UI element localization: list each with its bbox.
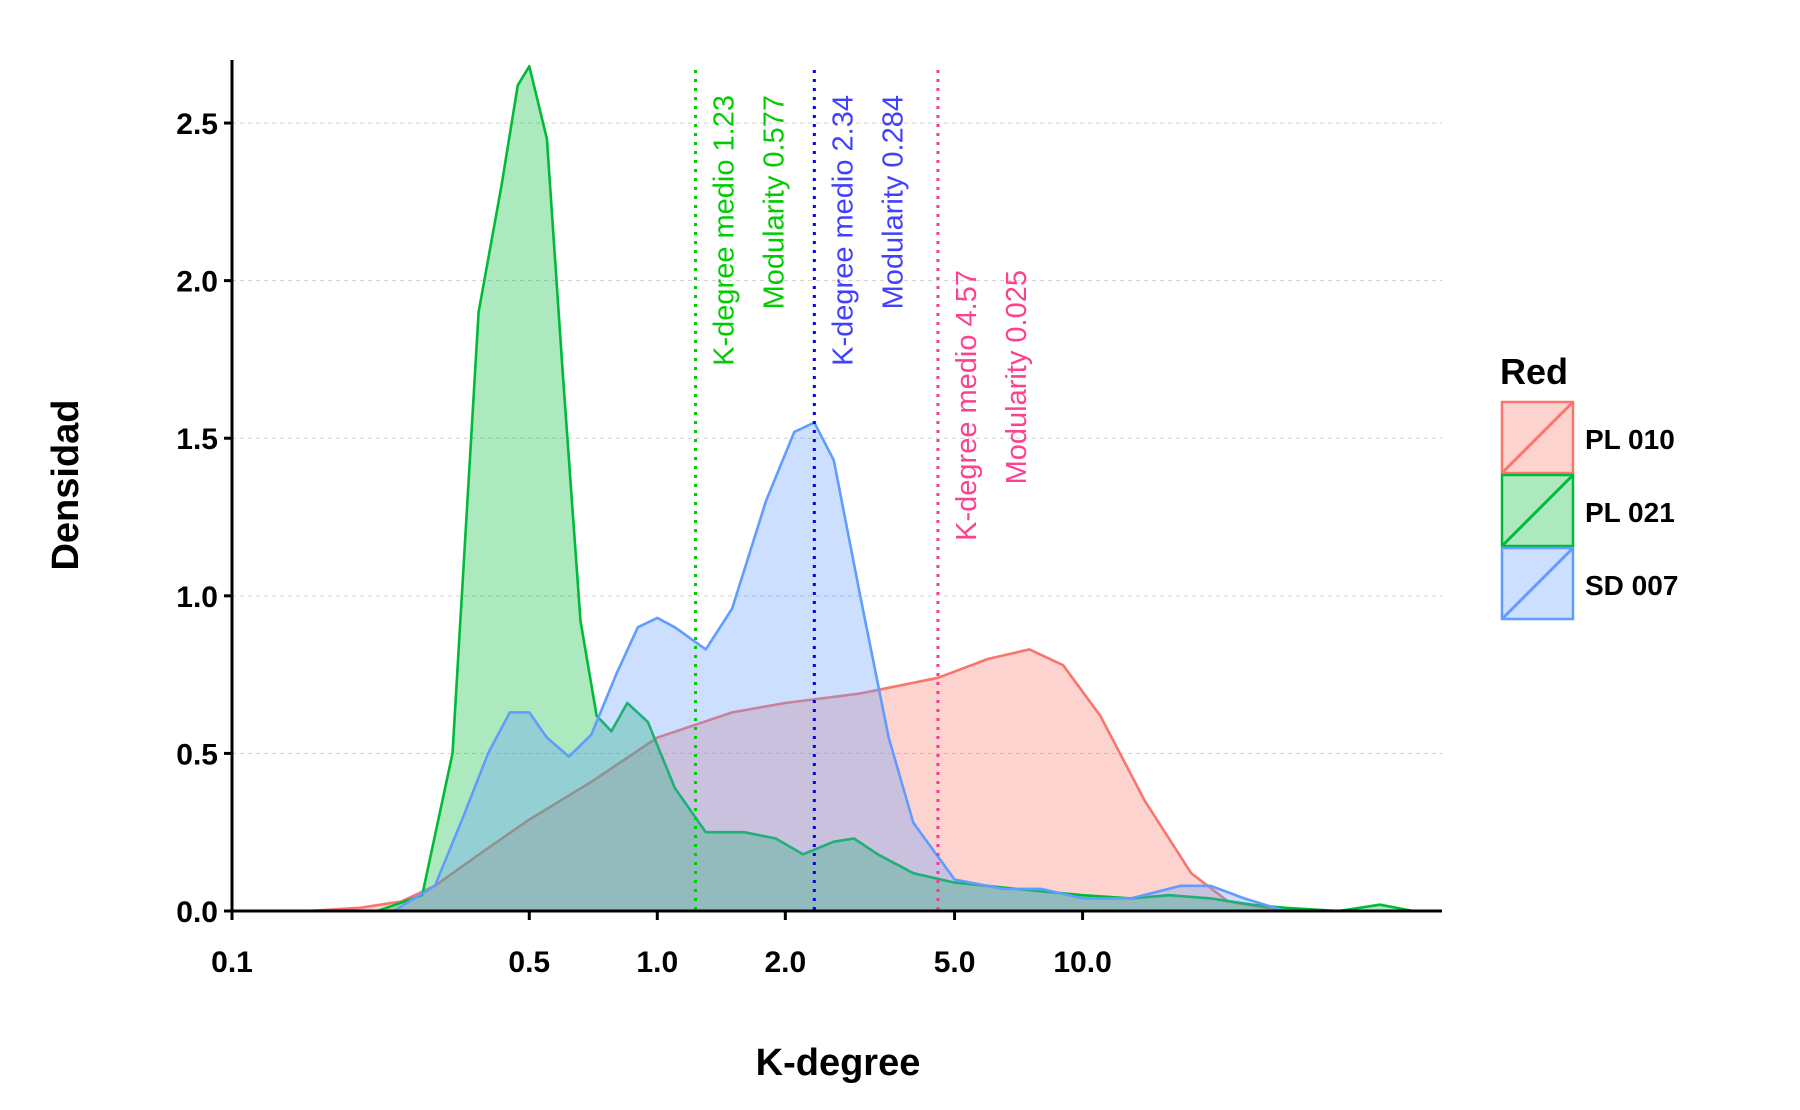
gridlines [232,122,1442,754]
x-tick-label: 10.0 [1053,946,1111,979]
y-tick-label: 0.0 [176,896,218,929]
area-sd-007 [393,422,1286,911]
annotations: K-degree medio 1.23 Modularity 0.577 K-deg… [709,95,1034,541]
x-tick-label: 1.0 [636,946,678,979]
line-pl-021 [377,65,1414,913]
y-axis-title: Densidad [45,399,87,570]
density-areas [306,65,1414,913]
y-tick-label: 1.5 [176,423,218,456]
x-tick-label: 0.5 [508,946,550,979]
legend-label: SD 007 [1585,570,1678,601]
legend-title: Red [1500,351,1568,392]
legend: Red PL 010 PL 021 SD 007 [1500,351,1678,621]
legend-key-line [1501,401,1574,474]
area-pl-021 [377,66,1414,912]
legend-key-line [1501,474,1574,547]
legend-label: PL 021 [1585,497,1675,528]
x-tick-label: 0.1 [211,946,253,979]
y-tick-label: 1.0 [176,581,218,614]
annotation-label: Modularity 0.025 [1001,270,1033,484]
x-tick-label: 5.0 [934,946,976,979]
annotation-label: K-degree medio 4.57 [951,270,983,541]
axes: 0.0 0.5 1.0 1.5 2.0 2.5 0.1 0.5 1.0 2.0 5.0 10.0 [176,60,1442,979]
line-sd-007 [393,421,1286,913]
y-tick-label: 0.5 [176,738,218,771]
annotation-label: Modularity 0.577 [759,95,791,309]
x-axis-title: K-degree [756,1042,921,1084]
x-tick-label: 2.0 [764,946,806,979]
legend-key-line [1501,547,1574,620]
annotation-label: Modularity 0.284 [877,95,909,309]
annotation-label: K-degree medio 2.34 [827,95,859,366]
legend-label: PL 010 [1585,424,1675,455]
area-pl-010 [306,649,1286,911]
y-tick-label: 2.0 [176,266,218,299]
line-pl-010 [306,648,1286,913]
y-tick-label: 2.5 [176,108,218,141]
annotation-label: K-degree medio 1.23 [709,95,741,366]
